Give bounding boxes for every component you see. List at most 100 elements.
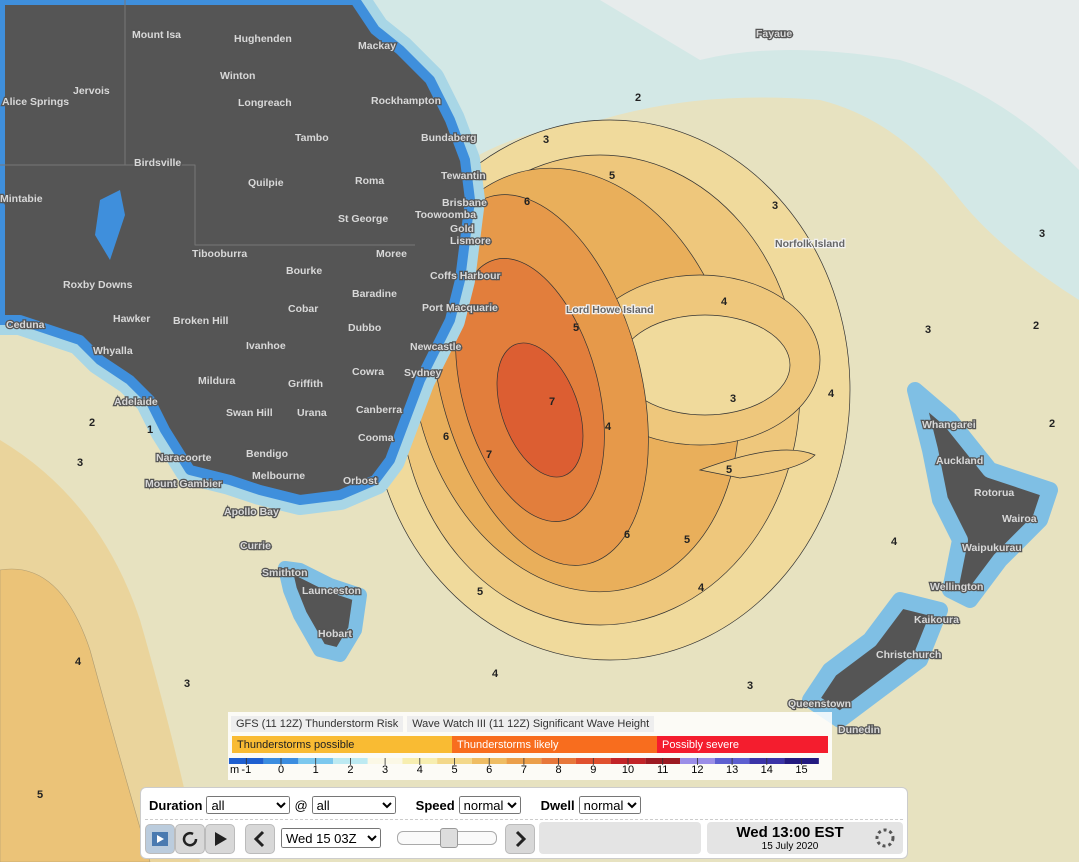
time-box: Wed 13:00 EST 15 July 2020 [707, 822, 903, 854]
place-label: Bourke [286, 265, 322, 277]
legend-title[interactable]: Wave Watch III (11 12Z) Significant Wave… [407, 716, 655, 732]
contour-label: 3 [543, 134, 549, 146]
place-label: Ceduna [6, 319, 45, 331]
sea-zone [600, 0, 1079, 170]
place-label: Hawker [113, 313, 150, 325]
place-label: Queenstown [788, 698, 851, 710]
place-label: Adelaide [114, 396, 158, 408]
place-label: Mintabie [0, 193, 43, 205]
contour-label: 5 [37, 789, 43, 801]
place-label: Longreach [238, 97, 292, 109]
place-label: Orbost [343, 475, 378, 487]
place-label: Hughenden [234, 33, 292, 45]
place-label: Canberra [356, 404, 402, 416]
place-labels: Mount Isa Hughenden Mackay Winton Jervois Ali… [0, 27, 1038, 738]
legend-title[interactable]: GFS (11 12Z) Thunderstorm Risk [231, 716, 404, 732]
slider-thumb[interactable] [440, 828, 458, 848]
scale-label: 14 [761, 764, 773, 776]
label: Duration [149, 797, 203, 813]
movie-button[interactable] [145, 824, 175, 854]
land [0, 0, 1058, 728]
label: @ [294, 797, 308, 813]
place-label: Apollo Bay [224, 506, 279, 518]
scale-label: 6 [486, 764, 492, 776]
place-label: Fayaue [756, 28, 792, 40]
place-label: Kaikoura [914, 614, 959, 626]
contour-label: 3 [1039, 228, 1045, 240]
scale-label: 0 [278, 764, 284, 776]
place-label: Toowoomba [415, 209, 476, 221]
contour-label: 1 [147, 424, 153, 436]
place-label: Winton [220, 70, 255, 82]
place-label: Currie [240, 540, 271, 552]
scale-label: 15 [795, 764, 807, 776]
scale-label: 12 [691, 764, 703, 776]
borders [0, 0, 415, 246]
refresh-button[interactable] [175, 824, 205, 854]
place-label: Roma [355, 175, 384, 187]
place-label: Port Macquarie [422, 302, 498, 314]
label: Dwell [540, 797, 575, 813]
contour-label: 2 [1049, 418, 1055, 430]
place-label: Launceston [302, 585, 361, 597]
contour-label: 5 [726, 464, 732, 476]
spinner [875, 828, 895, 848]
nz-south [802, 592, 948, 728]
contour-label: 2 [635, 92, 641, 104]
place-label: Mount Gambier [145, 478, 222, 490]
unit: m [230, 764, 239, 776]
place-label: Norfolk Island [775, 238, 845, 250]
scale-label: 3 [382, 764, 388, 776]
wave-contours [369, 119, 851, 661]
place-label: Dubbo [348, 322, 381, 334]
contour [698, 449, 816, 479]
speed-select[interactable]: normal [458, 796, 521, 814]
contour-label: 4 [891, 536, 898, 548]
contour-label: 5 [477, 586, 483, 598]
contour-label: 3 [925, 324, 931, 336]
place-label: Whyalla [93, 345, 133, 357]
place-label: Christchurch [876, 649, 941, 661]
risk-label: Thunderstorms likely [457, 739, 559, 751]
scale-label: 10 [622, 764, 634, 776]
place-label: Mildura [198, 375, 235, 387]
contour-label: 5 [573, 322, 579, 334]
place-label: Tambo [295, 132, 329, 144]
risk-label: Thunderstorms possible [237, 739, 354, 751]
dwell-select[interactable]: normal [578, 796, 641, 814]
legend-tabs: GFS (11 12Z) Thunderstorm Risk Wave Watc… [228, 712, 832, 736]
contour-label: 7 [486, 449, 492, 461]
place-label: Waipukurau [962, 542, 1022, 554]
place-label: Wellington [930, 581, 983, 593]
time-slider[interactable] [397, 828, 497, 848]
place-label: Whangarei [922, 419, 976, 431]
place-label: Tibooburra [192, 248, 247, 260]
duration-select[interactable]: all [206, 796, 291, 814]
scale-label: 7 [521, 764, 527, 776]
place-label: Alice Springs [2, 96, 69, 108]
place-label: Newcastle [410, 341, 462, 353]
place-label: Hobart [318, 628, 352, 640]
place-label: St George [338, 213, 388, 225]
place-label: Lismore [450, 235, 491, 247]
place-label: Cowra [352, 366, 384, 378]
contour-label: 5 [609, 170, 615, 182]
contour-label: 3 [184, 678, 190, 690]
place-label: Smithton [262, 567, 308, 579]
contour-label: 4 [828, 388, 835, 400]
place-label: Cooma [358, 432, 394, 444]
risk-label: Possibly severe [662, 739, 739, 751]
place-label: Brisbane [442, 197, 487, 209]
place-label: Rockhampton [371, 95, 441, 107]
at-select[interactable]: all [311, 796, 396, 814]
time-select[interactable]: Wed 15 03Z [281, 828, 381, 848]
place-label: Baradine [352, 288, 397, 300]
divider [145, 819, 903, 820]
legend: GFS (11 12Z) Thunderstorm Risk Wave Watc… [228, 712, 832, 780]
contour-label: 5 [684, 534, 690, 546]
prev-button[interactable] [245, 824, 275, 854]
next-button[interactable] [505, 824, 535, 854]
play-button[interactable] [205, 824, 235, 854]
